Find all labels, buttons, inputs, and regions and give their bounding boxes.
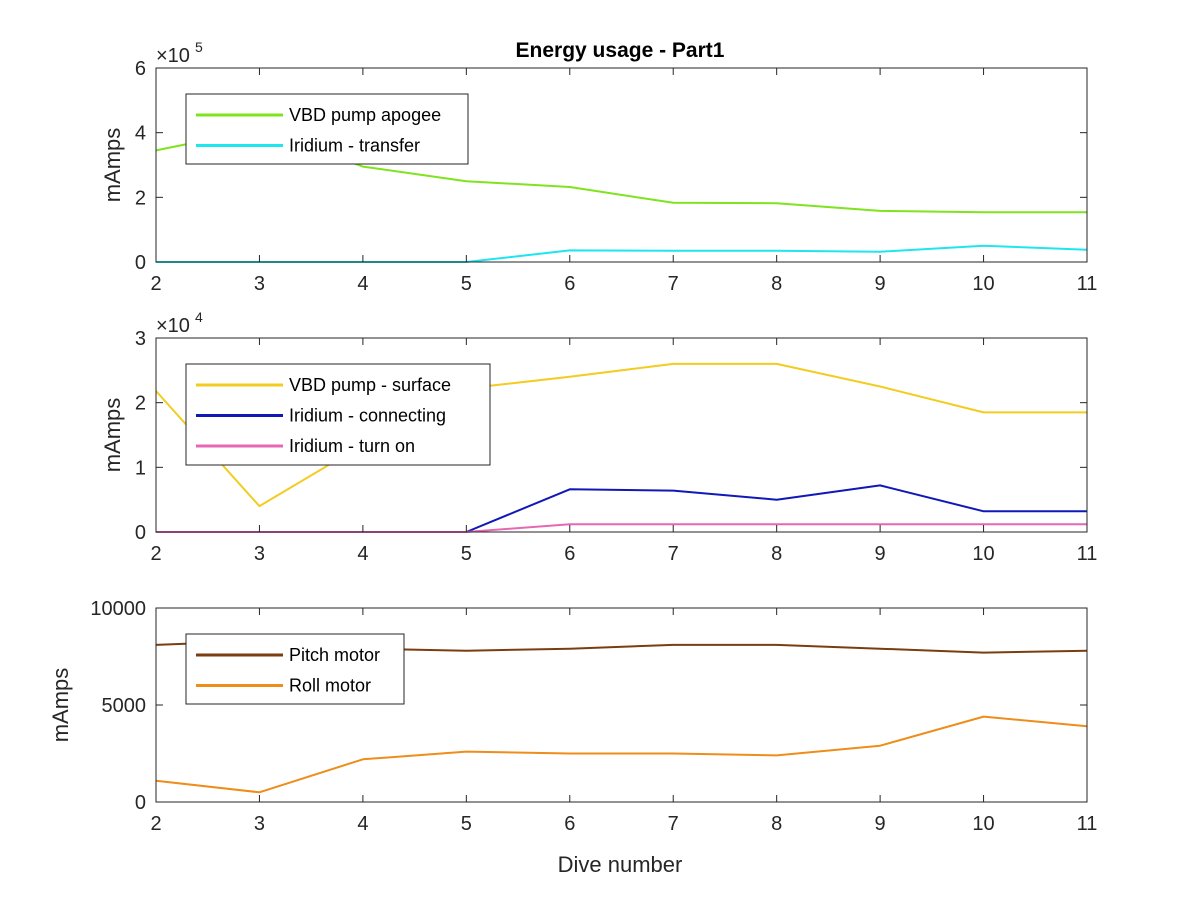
x-tick-label: 4 bbox=[357, 273, 368, 295]
x-tick-label: 10 bbox=[972, 543, 994, 565]
x-tick-label: 7 bbox=[668, 813, 679, 835]
y-axis-label: mAmps bbox=[100, 398, 125, 473]
x-tick-label: 8 bbox=[771, 813, 782, 835]
x-tick-label: 4 bbox=[357, 813, 368, 835]
axes-box bbox=[155, 337, 1088, 533]
x-tick-label: 6 bbox=[564, 543, 575, 565]
legend-label: VBD pump apogee bbox=[289, 105, 441, 125]
y-axis-label: mAmps bbox=[100, 128, 125, 203]
legend-box bbox=[185, 633, 405, 705]
series-line-roll-motor bbox=[155, 715, 1088, 794]
legend-label: Iridium - connecting bbox=[289, 406, 446, 426]
x-tick-label: 7 bbox=[668, 273, 679, 295]
x-tick-label: 4 bbox=[357, 543, 368, 565]
x-tick-label: 9 bbox=[875, 813, 886, 835]
x-tick-label: 10 bbox=[972, 813, 994, 835]
y-tick-label: 2 bbox=[135, 393, 146, 415]
chart-panel-2: 2 3 4 5 6 7 8 9 10 11 0 1 2 3 ×10 4 mAmps VBD pump - surf… bbox=[100, 309, 1097, 565]
chart-panel-3: 2 3 4 5 6 7 8 9 10 11 0 5000 10000 mAmps Pitch motor Ro… bbox=[48, 598, 1097, 835]
x-tick-label: 3 bbox=[254, 543, 265, 565]
y-exponent-label: ×10 bbox=[156, 315, 190, 337]
x-tick-label: 5 bbox=[461, 543, 472, 565]
y-exponent-label: ×10 bbox=[156, 45, 190, 67]
legend-label: Pitch motor bbox=[289, 645, 380, 665]
series-line-vbd-pump-surface bbox=[155, 362, 1087, 508]
y-tick-label: 10000 bbox=[90, 598, 146, 620]
legend: VBD pump - surface Iridium - connecting Ir… bbox=[185, 363, 491, 466]
x-tick-label: 9 bbox=[875, 543, 886, 565]
legend-label: Roll motor bbox=[289, 676, 371, 696]
x-tick-label: 9 bbox=[875, 273, 886, 295]
y-tick-label: 3 bbox=[135, 328, 146, 350]
y-tick-label: 4 bbox=[135, 123, 146, 145]
x-tick-label: 6 bbox=[564, 813, 575, 835]
x-tick-label: 11 bbox=[1077, 273, 1098, 295]
x-tick-label: 2 bbox=[150, 273, 161, 295]
legend-label: Iridium - transfer bbox=[289, 136, 420, 156]
legend-label: VBD pump - surface bbox=[289, 375, 451, 395]
legend: Pitch motor Roll motor bbox=[185, 633, 405, 705]
x-tick-label: 10 bbox=[972, 273, 994, 295]
y-tick-label: 0 bbox=[135, 522, 146, 544]
legend-box bbox=[185, 93, 469, 165]
x-tick-label: 5 bbox=[461, 813, 472, 835]
x-tick-label: 2 bbox=[150, 543, 161, 565]
x-tick-label: 8 bbox=[771, 273, 782, 295]
y-tick-label: 0 bbox=[135, 252, 146, 274]
y-tick-label: 2 bbox=[135, 187, 146, 209]
y-axis-label: mAmps bbox=[48, 668, 73, 743]
y-exponent-power: 5 bbox=[195, 39, 203, 55]
y-tick-label: 6 bbox=[135, 58, 146, 80]
y-tick-label: 0 bbox=[135, 792, 146, 814]
x-tick-label: 8 bbox=[771, 543, 782, 565]
x-tick-label: 11 bbox=[1077, 543, 1098, 565]
x-tick-label: 5 bbox=[461, 273, 472, 295]
x-axis-label: Dive number bbox=[558, 852, 683, 877]
figure-title: Energy usage - Part1 bbox=[516, 39, 725, 62]
x-tick-label: 3 bbox=[254, 273, 265, 295]
x-tick-label: 7 bbox=[668, 543, 679, 565]
legend: VBD pump apogee Iridium - transfer bbox=[185, 93, 469, 165]
y-tick-label: 1 bbox=[135, 457, 146, 479]
axes-box bbox=[155, 67, 1088, 263]
x-tick-label: 2 bbox=[150, 813, 161, 835]
y-tick-label: 5000 bbox=[102, 695, 147, 717]
x-tick-label: 6 bbox=[564, 273, 575, 295]
x-tick-label: 3 bbox=[254, 813, 265, 835]
x-tick-label: 11 bbox=[1077, 813, 1098, 835]
y-exponent-power: 4 bbox=[195, 309, 203, 325]
legend-label: Iridium - turn on bbox=[289, 436, 415, 456]
